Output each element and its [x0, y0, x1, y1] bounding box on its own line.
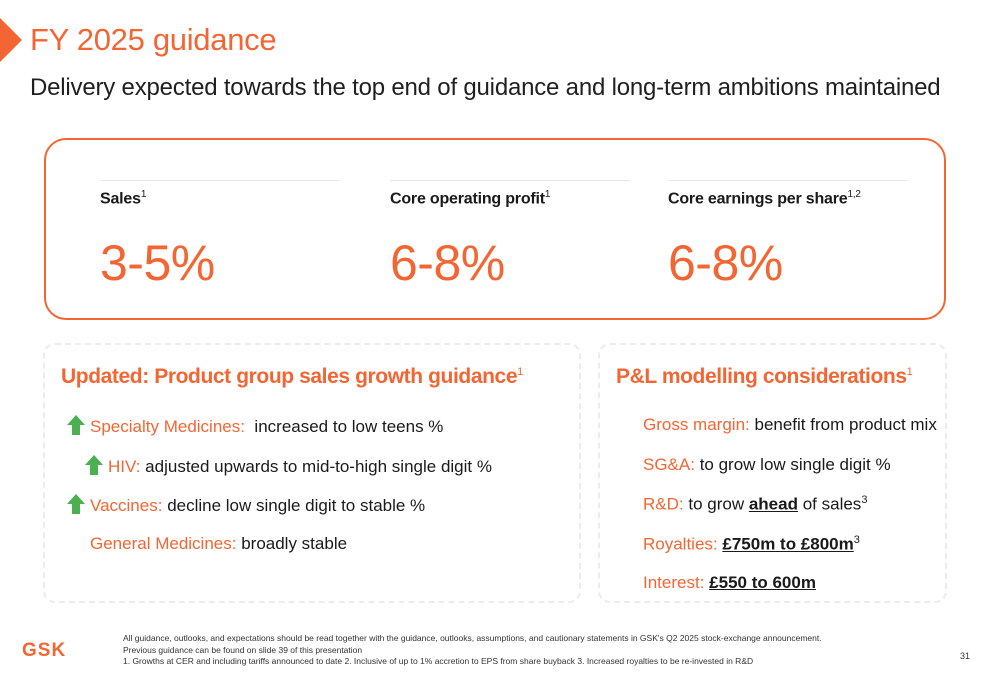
guidance-box: Sales1 3-5% Core operating profit1 6-8% … [44, 138, 946, 320]
metric-value: 6-8% [668, 235, 783, 292]
footnotes: All guidance, outlooks, and expectations… [123, 633, 822, 668]
up-arrow-icon [67, 415, 85, 435]
product-group-panel: Updated: Product group sales growth guid… [43, 343, 581, 603]
gsk-logo: GSK [22, 640, 67, 661]
metric-label: Core earnings per share1,2 [668, 189, 861, 208]
footnote-line: Previous guidance can be found on slide … [123, 644, 363, 655]
divider [100, 180, 340, 181]
list-item: Interest: £550 to 600m [643, 573, 816, 592]
page-number: 31 [960, 651, 971, 661]
pl-modelling-panel: P&L modelling considerations1 Gross marg… [598, 343, 947, 603]
up-arrow-icon [67, 494, 85, 514]
metric-label: Core operating profit1 [390, 189, 551, 208]
panel-title: Updated: Product group sales growth guid… [61, 365, 523, 388]
accent-wedge [0, 18, 22, 62]
list-item: General Medicines: broadly stable [90, 534, 348, 553]
metric-sales: Sales1 3-5% [100, 180, 340, 292]
list-item: HIV: adjusted upwards to mid-to-high sin… [85, 455, 492, 477]
up-arrow-icon [85, 455, 103, 475]
list-item: Royalties: £750m to £800m3 [643, 534, 860, 554]
list-item: R&D: to grow ahead of sales3 [643, 494, 868, 514]
footnote-line: All guidance, outlooks, and expectations… [123, 633, 822, 643]
divider [668, 180, 908, 181]
panel-title: P&L modelling considerations1 [616, 365, 913, 388]
list-item: Gross margin: benefit from product mix [643, 415, 937, 434]
metric-label: Sales1 [100, 189, 147, 208]
page-title: FY 2025 guidance [30, 22, 277, 57]
metric-core-eps: Core earnings per share1,2 6-8% [668, 180, 908, 292]
metric-value: 6-8% [390, 235, 505, 292]
list-item: Specialty Medicines: increased to low te… [67, 415, 443, 437]
footnote-line: 1. Growths at CER and including tariffs … [123, 656, 754, 666]
list-item: SG&A: to grow low single digit % [643, 455, 891, 474]
page-subtitle: Delivery expected towards the top end of… [30, 74, 941, 101]
list-item: Vaccines: decline low single digit to st… [67, 494, 425, 516]
metric-value: 3-5% [100, 235, 215, 292]
metric-core-operating-profit: Core operating profit1 6-8% [390, 180, 630, 292]
divider [390, 180, 630, 181]
